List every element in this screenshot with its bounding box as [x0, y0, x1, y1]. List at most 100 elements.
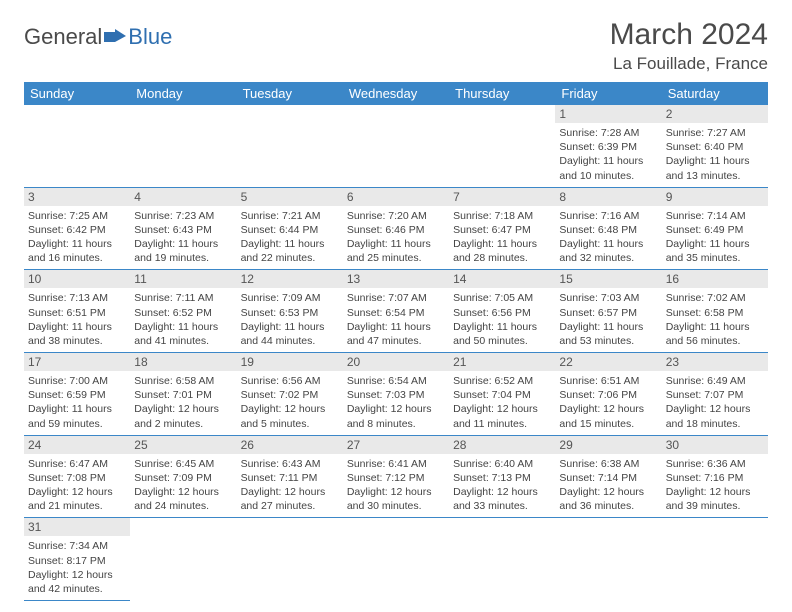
- day-number: 8: [555, 188, 661, 206]
- day-number: 16: [662, 270, 768, 288]
- day-body: Sunrise: 7:20 AMSunset: 6:46 PMDaylight:…: [343, 206, 449, 270]
- calendar-cell: 17Sunrise: 7:00 AMSunset: 6:59 PMDayligh…: [24, 353, 130, 436]
- calendar-row: 24Sunrise: 6:47 AMSunset: 7:08 PMDayligh…: [24, 435, 768, 518]
- day-number: 21: [449, 353, 555, 371]
- day-body: Sunrise: 7:13 AMSunset: 6:51 PMDaylight:…: [24, 288, 130, 352]
- calendar-cell: 5Sunrise: 7:21 AMSunset: 6:44 PMDaylight…: [237, 187, 343, 270]
- day-body: Sunrise: 6:41 AMSunset: 7:12 PMDaylight:…: [343, 454, 449, 518]
- calendar-cell: 31Sunrise: 7:34 AMSunset: 8:17 PMDayligh…: [24, 518, 130, 601]
- day-body: Sunrise: 7:03 AMSunset: 6:57 PMDaylight:…: [555, 288, 661, 352]
- day-number: 14: [449, 270, 555, 288]
- day-body: Sunrise: 6:43 AMSunset: 7:11 PMDaylight:…: [237, 454, 343, 518]
- calendar-cell: 3Sunrise: 7:25 AMSunset: 6:42 PMDaylight…: [24, 187, 130, 270]
- calendar-cell: 11Sunrise: 7:11 AMSunset: 6:52 PMDayligh…: [130, 270, 236, 353]
- calendar-cell: 0: [130, 105, 236, 187]
- calendar-cell: 20Sunrise: 6:54 AMSunset: 7:03 PMDayligh…: [343, 353, 449, 436]
- day-body: Sunrise: 7:28 AMSunset: 6:39 PMDaylight:…: [555, 123, 661, 187]
- day-number: 12: [237, 270, 343, 288]
- day-body: Sunrise: 7:25 AMSunset: 6:42 PMDaylight:…: [24, 206, 130, 270]
- calendar-cell: 0: [449, 518, 555, 601]
- calendar-cell: 0: [343, 518, 449, 601]
- day-header: Monday: [130, 82, 236, 105]
- day-body: Sunrise: 6:36 AMSunset: 7:16 PMDaylight:…: [662, 454, 768, 518]
- day-body: Sunrise: 7:11 AMSunset: 6:52 PMDaylight:…: [130, 288, 236, 352]
- day-number: 6: [343, 188, 449, 206]
- day-number: 24: [24, 436, 130, 454]
- day-number: 15: [555, 270, 661, 288]
- calendar-cell: 14Sunrise: 7:05 AMSunset: 6:56 PMDayligh…: [449, 270, 555, 353]
- day-body: Sunrise: 7:00 AMSunset: 6:59 PMDaylight:…: [24, 371, 130, 435]
- day-body: Sunrise: 6:54 AMSunset: 7:03 PMDaylight:…: [343, 371, 449, 435]
- calendar-cell: 29Sunrise: 6:38 AMSunset: 7:14 PMDayligh…: [555, 435, 661, 518]
- calendar-cell: 0: [449, 105, 555, 187]
- calendar-cell: 9Sunrise: 7:14 AMSunset: 6:49 PMDaylight…: [662, 187, 768, 270]
- day-number: 17: [24, 353, 130, 371]
- calendar-cell: 15Sunrise: 7:03 AMSunset: 6:57 PMDayligh…: [555, 270, 661, 353]
- day-header: Wednesday: [343, 82, 449, 105]
- day-number: 29: [555, 436, 661, 454]
- day-header: Tuesday: [237, 82, 343, 105]
- day-header: Saturday: [662, 82, 768, 105]
- calendar-cell: 0: [555, 518, 661, 601]
- calendar-head: SundayMondayTuesdayWednesdayThursdayFrid…: [24, 82, 768, 105]
- day-body: Sunrise: 6:51 AMSunset: 7:06 PMDaylight:…: [555, 371, 661, 435]
- logo: General Blue: [24, 24, 172, 50]
- calendar-row: 0 0 0 0 0 1Sunrise: 7:28 AMSunset: 6:39 …: [24, 105, 768, 187]
- day-body: Sunrise: 7:05 AMSunset: 6:56 PMDaylight:…: [449, 288, 555, 352]
- day-body: Sunrise: 7:21 AMSunset: 6:44 PMDaylight:…: [237, 206, 343, 270]
- calendar-row: 31Sunrise: 7:34 AMSunset: 8:17 PMDayligh…: [24, 518, 768, 601]
- day-number: 22: [555, 353, 661, 371]
- title-block: March 2024 La Fouillade, France: [610, 18, 768, 74]
- day-number: 9: [662, 188, 768, 206]
- day-body: Sunrise: 7:16 AMSunset: 6:48 PMDaylight:…: [555, 206, 661, 270]
- calendar-cell: 24Sunrise: 6:47 AMSunset: 7:08 PMDayligh…: [24, 435, 130, 518]
- day-number: 3: [24, 188, 130, 206]
- calendar-cell: 23Sunrise: 6:49 AMSunset: 7:07 PMDayligh…: [662, 353, 768, 436]
- calendar-cell: 16Sunrise: 7:02 AMSunset: 6:58 PMDayligh…: [662, 270, 768, 353]
- day-number: 31: [24, 518, 130, 536]
- calendar-cell: 25Sunrise: 6:45 AMSunset: 7:09 PMDayligh…: [130, 435, 236, 518]
- day-body: Sunrise: 6:49 AMSunset: 7:07 PMDaylight:…: [662, 371, 768, 435]
- calendar-cell: 28Sunrise: 6:40 AMSunset: 7:13 PMDayligh…: [449, 435, 555, 518]
- calendar-cell: 19Sunrise: 6:56 AMSunset: 7:02 PMDayligh…: [237, 353, 343, 436]
- day-header: Thursday: [449, 82, 555, 105]
- calendar-cell: 4Sunrise: 7:23 AMSunset: 6:43 PMDaylight…: [130, 187, 236, 270]
- calendar-cell: 12Sunrise: 7:09 AMSunset: 6:53 PMDayligh…: [237, 270, 343, 353]
- calendar-cell: 0: [662, 518, 768, 601]
- flag-icon: [104, 29, 126, 43]
- calendar-cell: 10Sunrise: 7:13 AMSunset: 6:51 PMDayligh…: [24, 270, 130, 353]
- calendar-cell: 30Sunrise: 6:36 AMSunset: 7:16 PMDayligh…: [662, 435, 768, 518]
- calendar-cell: 8Sunrise: 7:16 AMSunset: 6:48 PMDaylight…: [555, 187, 661, 270]
- calendar-cell: 0: [343, 105, 449, 187]
- day-body: Sunrise: 6:45 AMSunset: 7:09 PMDaylight:…: [130, 454, 236, 518]
- day-number: 25: [130, 436, 236, 454]
- day-number: 18: [130, 353, 236, 371]
- day-number: 2: [662, 105, 768, 123]
- day-body: Sunrise: 6:56 AMSunset: 7:02 PMDaylight:…: [237, 371, 343, 435]
- day-body: Sunrise: 6:58 AMSunset: 7:01 PMDaylight:…: [130, 371, 236, 435]
- calendar-cell: 13Sunrise: 7:07 AMSunset: 6:54 PMDayligh…: [343, 270, 449, 353]
- day-number: 26: [237, 436, 343, 454]
- day-number: 7: [449, 188, 555, 206]
- calendar-cell: 27Sunrise: 6:41 AMSunset: 7:12 PMDayligh…: [343, 435, 449, 518]
- location: La Fouillade, France: [610, 54, 768, 74]
- day-body: Sunrise: 7:14 AMSunset: 6:49 PMDaylight:…: [662, 206, 768, 270]
- day-number: 10: [24, 270, 130, 288]
- day-body: Sunrise: 6:38 AMSunset: 7:14 PMDaylight:…: [555, 454, 661, 518]
- calendar-row: 17Sunrise: 7:00 AMSunset: 6:59 PMDayligh…: [24, 353, 768, 436]
- calendar-cell: 1Sunrise: 7:28 AMSunset: 6:39 PMDaylight…: [555, 105, 661, 187]
- day-number: 27: [343, 436, 449, 454]
- calendar-cell: 2Sunrise: 7:27 AMSunset: 6:40 PMDaylight…: [662, 105, 768, 187]
- calendar-cell: 18Sunrise: 6:58 AMSunset: 7:01 PMDayligh…: [130, 353, 236, 436]
- calendar-cell: 26Sunrise: 6:43 AMSunset: 7:11 PMDayligh…: [237, 435, 343, 518]
- day-number: 4: [130, 188, 236, 206]
- day-number: 11: [130, 270, 236, 288]
- day-number: 13: [343, 270, 449, 288]
- day-header: Sunday: [24, 82, 130, 105]
- calendar-cell: 7Sunrise: 7:18 AMSunset: 6:47 PMDaylight…: [449, 187, 555, 270]
- day-number: 23: [662, 353, 768, 371]
- day-body: Sunrise: 7:02 AMSunset: 6:58 PMDaylight:…: [662, 288, 768, 352]
- day-header: Friday: [555, 82, 661, 105]
- day-number: 1: [555, 105, 661, 123]
- calendar-cell: 0: [24, 105, 130, 187]
